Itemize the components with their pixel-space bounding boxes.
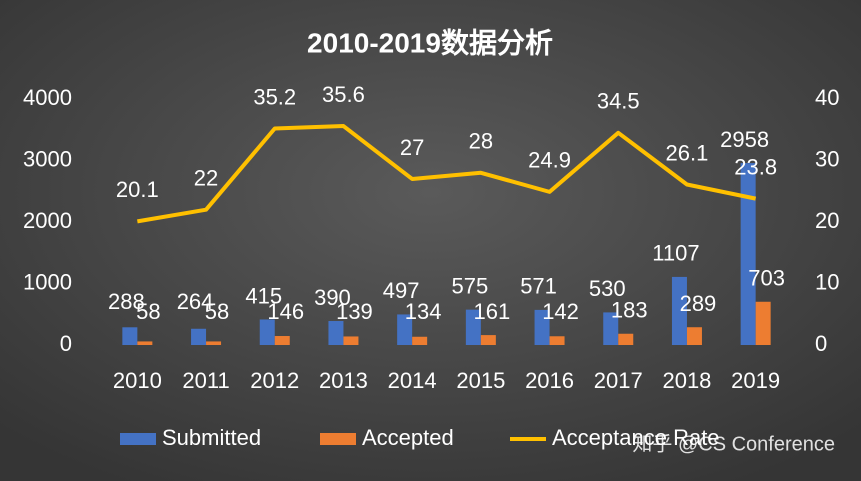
bar xyxy=(686,327,702,345)
y-tick-label: 3000 xyxy=(23,146,72,171)
data-label: 28 xyxy=(469,129,493,154)
data-label: 27 xyxy=(400,135,424,160)
data-label: 415 xyxy=(245,283,282,308)
data-label: 390 xyxy=(314,285,351,310)
legend-label: Acceptance Rate xyxy=(552,425,720,450)
data-label: 571 xyxy=(520,274,557,299)
y-tick-label: 4000 xyxy=(23,85,72,110)
bar xyxy=(412,336,428,345)
data-label: 35.2 xyxy=(253,84,296,109)
bar xyxy=(618,333,634,345)
x-tick-label: 2010 xyxy=(113,368,162,393)
legend-label: Accepted xyxy=(362,425,454,450)
data-label: 575 xyxy=(451,273,488,298)
x-tick-label: 2016 xyxy=(525,368,574,393)
data-label: 288 xyxy=(108,289,145,314)
y2-tick-label: 30 xyxy=(815,146,839,171)
y2-tick-label: 0 xyxy=(815,331,827,356)
y2-tick-label: 20 xyxy=(815,208,839,233)
data-label: 58 xyxy=(136,299,160,324)
data-label: 134 xyxy=(405,299,442,324)
y-tick-label: 2000 xyxy=(23,208,72,233)
data-label: 161 xyxy=(473,299,510,324)
data-label: 530 xyxy=(589,276,626,301)
bar xyxy=(755,301,771,345)
bar xyxy=(397,314,413,345)
data-label: 139 xyxy=(336,299,373,324)
x-tick-label: 2014 xyxy=(388,368,437,393)
data-label: 23.8 xyxy=(734,154,777,179)
bar xyxy=(274,336,290,345)
data-label: 264 xyxy=(177,289,214,314)
x-tick-label: 2015 xyxy=(456,368,505,393)
data-label: 1107 xyxy=(652,241,699,266)
bar xyxy=(534,309,550,345)
data-label: 24.9 xyxy=(528,148,571,173)
bar xyxy=(740,163,756,345)
data-label: 497 xyxy=(383,278,420,303)
legend-swatch xyxy=(120,433,156,445)
line xyxy=(137,124,757,224)
y2-tick-label: 40 xyxy=(815,85,839,110)
y-tick-label: 1000 xyxy=(23,269,72,294)
legend-label: Submitted xyxy=(162,425,261,450)
bar xyxy=(191,328,207,345)
data-label: 2958 xyxy=(720,127,769,152)
bar xyxy=(259,319,275,345)
watermark: 知乎 @CS Conference xyxy=(632,432,835,455)
data-label: 183 xyxy=(611,298,648,323)
data-label: 34.5 xyxy=(597,89,640,114)
data-label: 35.6 xyxy=(322,82,365,107)
data-label: 289 xyxy=(680,291,717,316)
data-label: 703 xyxy=(748,266,785,291)
bar xyxy=(122,327,138,345)
y-tick-label: 0 xyxy=(60,331,72,356)
bar xyxy=(671,276,687,345)
data-label: 146 xyxy=(267,299,304,324)
x-tick-label: 2018 xyxy=(662,368,711,393)
data-label: 22 xyxy=(194,166,218,191)
bar xyxy=(343,336,359,345)
legend-swatch xyxy=(320,433,356,445)
bar xyxy=(137,341,153,345)
x-tick-label: 2011 xyxy=(182,368,229,393)
y2-tick-label: 10 xyxy=(815,269,839,294)
data-label: 20.1 xyxy=(116,177,159,202)
x-tick-label: 2017 xyxy=(594,368,643,393)
x-tick-label: 2019 xyxy=(731,368,780,393)
data-label: 142 xyxy=(542,299,579,324)
chart-title: 2010-2019数据分析 xyxy=(307,27,553,58)
data-label: 58 xyxy=(205,299,229,324)
bar xyxy=(206,341,222,345)
bar xyxy=(549,336,565,345)
bar xyxy=(465,309,481,345)
bar xyxy=(480,335,496,345)
bar xyxy=(328,321,344,345)
x-tick-label: 2012 xyxy=(250,368,299,393)
bar xyxy=(603,312,619,345)
x-tick-label: 2013 xyxy=(319,368,368,393)
data-label: 26.1 xyxy=(666,140,709,165)
